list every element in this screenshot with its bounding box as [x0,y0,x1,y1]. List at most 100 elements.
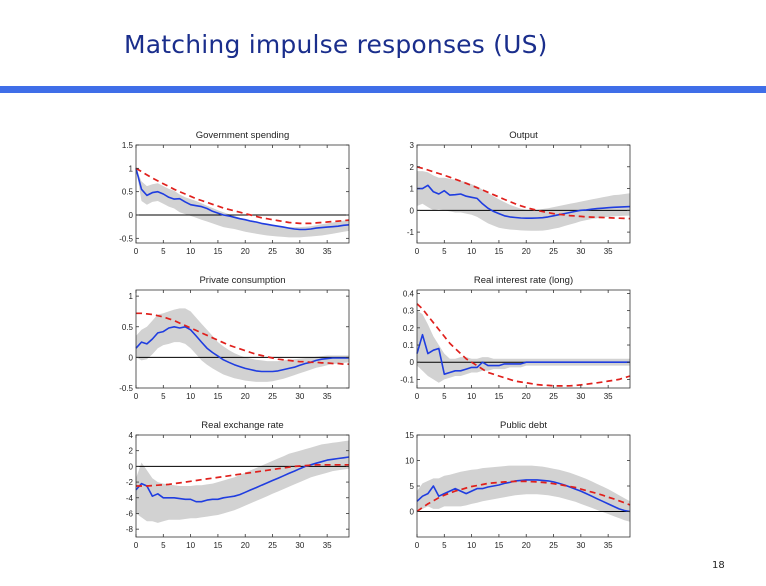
x-tick-label: 5 [442,541,447,550]
x-tick-label: 0 [134,392,139,401]
y-tick-label: 0.1 [403,341,415,350]
x-tick-label: 25 [268,247,277,256]
x-tick-label: 30 [295,392,304,401]
x-tick-label: 10 [467,247,476,256]
x-tick-label: 25 [549,247,558,256]
median-response-line [135,456,350,503]
panel-title: Real exchange rate [201,420,283,431]
median-response-line [417,184,631,219]
y-tick-label: 2 [129,447,134,456]
panel-title: Output [509,130,538,141]
y-tick-label: 0.5 [122,188,134,197]
x-tick-label: 0 [134,541,139,550]
x-tick-label: 5 [442,392,447,401]
y-tick-label: 1.5 [122,141,134,150]
plot-frame [135,434,350,538]
y-tick-label: 3 [410,141,415,150]
x-tick-label: 0 [415,247,420,256]
plot-frame [416,289,631,389]
y-tick-label: -6 [126,509,134,518]
y-tick-label: 5 [410,482,415,491]
y-tick-label: -4 [126,494,134,503]
plot-frame [135,289,350,389]
model-response-line [136,463,349,487]
y-tick-label: 0 [129,462,134,471]
x-tick-label: 5 [161,247,166,256]
x-tick-label: 30 [576,392,585,401]
x-tick-label: 10 [186,392,195,401]
y-tick-label: 0.2 [403,324,415,333]
x-tick-label: 35 [604,247,613,256]
x-tick-label: 20 [522,392,531,401]
x-tick-label: 5 [161,392,166,401]
y-tick-label: 0 [410,358,415,367]
model-response-line [135,167,350,225]
x-tick-label: 30 [576,247,585,256]
y-tick-label: 2 [410,163,415,172]
x-tick-label: 15 [213,541,222,550]
y-tick-label: 0.4 [403,289,415,298]
x-tick-label: 35 [604,392,613,401]
x-tick-label: 20 [522,247,531,256]
y-tick-label: -8 [126,525,134,534]
y-tick-label: -2 [126,478,134,487]
y-tick-label: 1 [129,164,134,173]
median-response-line [416,333,630,376]
x-tick-label: 15 [494,541,503,550]
median-response-line [135,325,349,373]
x-tick-label: 20 [241,541,250,550]
y-tick-label: 0.5 [122,323,134,332]
x-tick-label: 15 [213,247,222,256]
y-tick-label: 0 [410,508,415,517]
x-tick-label: 10 [186,541,195,550]
x-tick-label: 0 [134,247,139,256]
y-tick-label: -0.5 [119,384,133,393]
x-tick-label: 5 [161,541,166,550]
slide-title: Matching impulse responses (US) [124,30,548,59]
y-tick-label: 10 [405,457,414,466]
x-tick-label: 35 [323,392,332,401]
model-response-line [136,312,349,365]
confidence-band [417,171,630,231]
page-number: 18 [712,560,725,571]
x-tick-label: 25 [549,541,558,550]
confidence-band [136,440,349,523]
confidence-band [136,168,349,238]
model-response-line [416,480,631,513]
x-tick-label: 15 [213,392,222,401]
y-tick-label: 1 [129,292,134,301]
x-tick-label: 10 [467,541,476,550]
x-tick-label: 10 [467,392,476,401]
x-tick-label: 35 [323,247,332,256]
model-response-line [416,165,631,220]
x-tick-label: 35 [604,541,613,550]
x-tick-label: 20 [241,247,250,256]
y-tick-label: 0 [129,353,134,362]
model-response-line [416,303,631,387]
panel-public-debt: 0 5 10 15 0 5 10 15 20 25 30 35 Public debt [405,420,631,550]
y-tick-label: 1 [410,185,415,194]
x-tick-label: 0 [415,541,420,550]
x-tick-label: 10 [186,247,195,256]
x-tick-label: 30 [576,541,585,550]
panel-real-exchange-rate: -8 -6 -4 -2 0 2 4 0 5 10 15 20 25 30 35 Real exchange r… [126,420,350,550]
panel-title: Government spending [196,130,289,141]
y-tick-label: -0.1 [400,375,414,384]
plot-frame [135,144,350,244]
y-tick-label: 15 [405,431,414,440]
median-response-line [135,168,350,231]
y-tick-label: 0 [129,211,134,220]
x-tick-label: 35 [323,541,332,550]
panel-title: Private consumption [199,275,285,286]
x-tick-label: 0 [415,392,420,401]
plot-frame [416,144,631,244]
panel-title: Public debt [500,420,547,431]
y-tick-label: 4 [129,431,134,440]
median-response-line [416,479,631,513]
x-tick-label: 20 [522,541,531,550]
y-tick-label: 0.3 [403,307,415,316]
